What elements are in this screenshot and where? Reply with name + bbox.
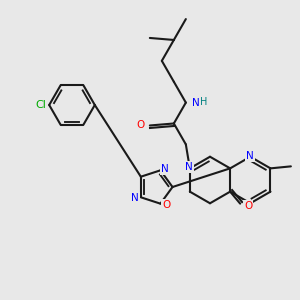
Text: N: N [131, 193, 139, 203]
Text: O: O [162, 200, 171, 210]
Text: O: O [136, 121, 145, 130]
Text: H: H [200, 97, 207, 106]
Text: N: N [192, 98, 200, 108]
Text: N: N [185, 162, 193, 172]
Text: N: N [246, 151, 254, 161]
Text: O: O [244, 201, 252, 211]
Text: Cl: Cl [35, 100, 46, 110]
Text: N: N [161, 164, 169, 174]
